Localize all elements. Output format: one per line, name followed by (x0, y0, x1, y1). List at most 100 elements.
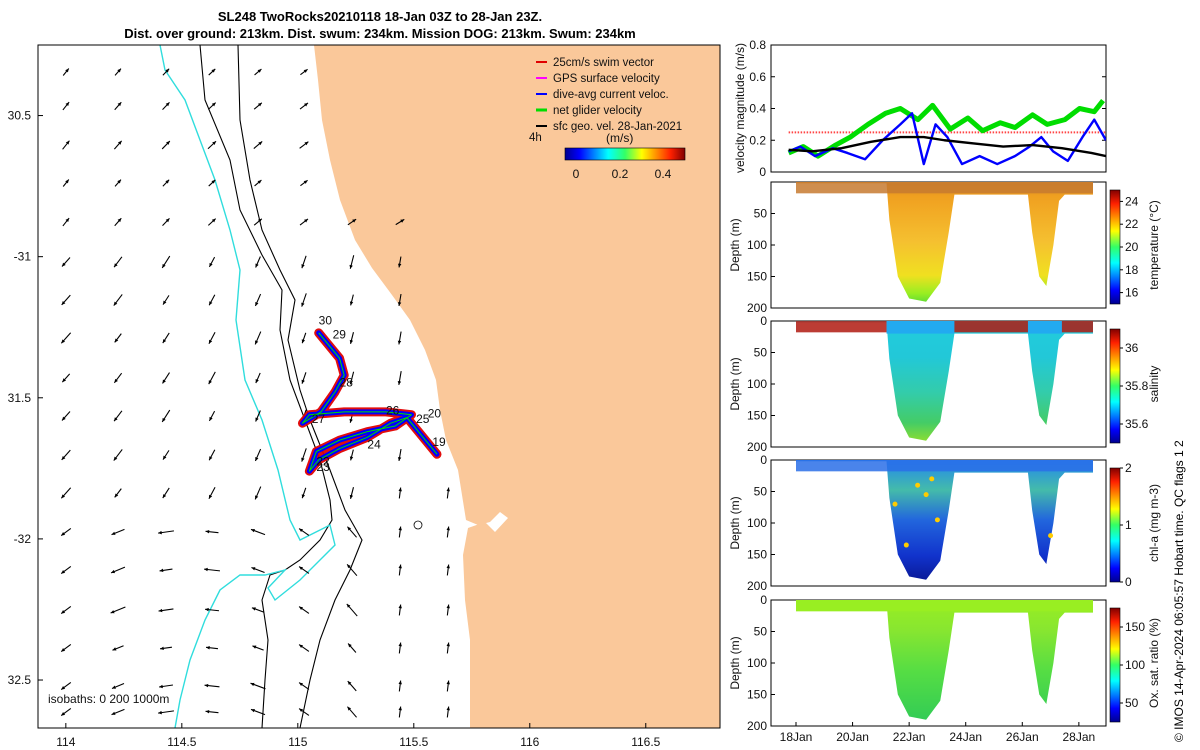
current-arrow-head (114, 338, 119, 343)
current-arrow-head (117, 140, 122, 145)
current-arrow-head (65, 140, 70, 145)
current-arrow-head (446, 706, 450, 711)
current-arrow-head (301, 339, 306, 344)
section-field (796, 460, 1093, 580)
current-arrow-head (398, 642, 402, 647)
track-day-label: 24 (367, 438, 381, 452)
current-arrow-head (301, 302, 305, 307)
velocity-ytick-label: 0.6 (749, 70, 766, 84)
section-ytick-label: 150 (747, 270, 767, 284)
section-colorbar-label: Ox. sat. ratio (%) (1147, 618, 1161, 708)
current-arrow-head (349, 339, 354, 344)
colorbar-tick-label: 16 (1125, 286, 1139, 300)
current-arrow-head (159, 684, 163, 689)
colorbar-tick-label: 20 (1125, 240, 1139, 254)
colorbar-tick-label: 50 (1125, 696, 1139, 710)
current-arrow-head (113, 301, 118, 306)
current-arrow-head (158, 530, 162, 535)
current-arrow-head (117, 68, 121, 73)
current-arrow-head (299, 682, 304, 687)
current-arrow-head (257, 69, 262, 73)
section-surface-layer (796, 460, 1093, 472)
chl-hotspot (903, 542, 909, 548)
current-arrow-head (62, 416, 66, 421)
section-ytick-label: 100 (747, 516, 767, 530)
colorbar-tick-label: 150 (1125, 620, 1145, 634)
chl-hotspot (915, 482, 921, 488)
current-arrow-head (114, 417, 118, 422)
map-land (314, 45, 720, 728)
velocity-series-line (788, 135, 1106, 158)
current-arrow-head (61, 301, 66, 305)
colorbar-tick-label: 1 (1125, 518, 1132, 532)
date-xtick-label: 20Jan (836, 730, 869, 744)
section-ytick-label: 100 (747, 238, 767, 252)
current-arrow-head (162, 494, 167, 499)
current-arrow-head (209, 456, 213, 461)
section-panel: 0 50 100 150 200 Depth (m) 35.6 35.8 36 salinity (728, 314, 1161, 454)
map-ytick-label: 31.5 (8, 391, 32, 405)
current-arrow-head (162, 263, 166, 268)
net-velocity-line (301, 332, 438, 472)
current-arrow-head (346, 603, 351, 608)
current-arrow-head (211, 179, 216, 184)
date-xtick-label: 26Jan (1006, 730, 1039, 744)
current-arrow-head (208, 339, 213, 344)
current-arrow-head (166, 141, 170, 145)
current-arrow-head (61, 686, 66, 690)
current-arrow-head (398, 604, 402, 609)
current-arrow-head (299, 606, 304, 611)
current-arrow-head (163, 455, 167, 460)
section-field (796, 600, 1093, 720)
current-arrow-head (398, 487, 402, 492)
current-arrow-head (301, 457, 305, 462)
track-day-label: 29 (333, 328, 347, 342)
section-ytick-label: 200 (747, 440, 767, 454)
current-arrow-head (301, 264, 305, 269)
current-arrow-head (209, 416, 213, 421)
colorbar-tick-label: 2 (1125, 461, 1132, 475)
section-ytick-label: 100 (747, 656, 767, 670)
section-ytick-label: 200 (747, 301, 767, 315)
section-field (796, 321, 1093, 441)
section-ytick-label: 150 (747, 409, 767, 423)
section-fresh-layer (886, 321, 955, 334)
figure-title-line1: SL248 TwoRocks20210118 18-Jan 03Z to 28-… (217, 9, 543, 24)
current-arrow-head (255, 417, 259, 422)
velocity-ylabel: velocity magnitude (m/s) (733, 43, 747, 173)
current-arrow-head (257, 102, 262, 107)
current-arrow-head (349, 456, 354, 461)
current-arrow-head (65, 218, 70, 222)
current-arrow-head (61, 648, 66, 652)
track-day-label: 26 (386, 404, 400, 418)
current-arrow-head (255, 340, 259, 345)
current-arrow-head (299, 528, 304, 533)
section-ylabel: Depth (m) (728, 496, 742, 549)
date-xtick-label: 18Jan (780, 730, 813, 744)
current-arrow-head (250, 682, 255, 687)
section-panel: 50 100 150 200 Depth (m) 16 18 20 22 24 temperatur… (728, 181, 1161, 315)
colorbar-tick-label: 18 (1125, 263, 1139, 277)
section-surface-layer (796, 600, 1093, 612)
track-day-label: 27 (312, 412, 326, 426)
current-arrow-head (301, 379, 305, 384)
isobath-label: isobaths: 0 200 1000m (48, 692, 169, 706)
section-fresh-layer (1027, 321, 1062, 334)
current-arrow-head (258, 141, 263, 146)
current-arrow-head (117, 179, 121, 184)
current-arrow-head (446, 642, 450, 647)
map-legend: 25cm/s swim vector GPS surface velocity … (536, 57, 682, 133)
current-arrow-head (114, 378, 118, 383)
colorbar-tick-label: 0 (1125, 575, 1132, 589)
velocity-ytick-label: 0.2 (749, 133, 766, 147)
current-arrow-head (205, 607, 209, 612)
section-ylabel: Depth (m) (728, 357, 742, 410)
section-ytick-label: 50 (754, 207, 768, 221)
current-arrow-head (301, 494, 306, 499)
section-ytick-label: 150 (747, 548, 767, 562)
colorbar-tick-label: 100 (1125, 658, 1145, 672)
current-arrow-head (446, 526, 450, 531)
current-arrow-head (397, 340, 402, 345)
